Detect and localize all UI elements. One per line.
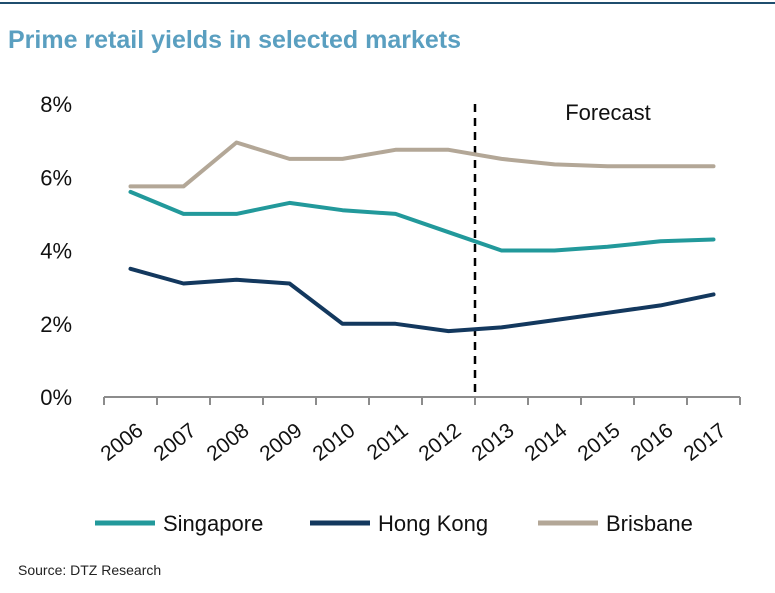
x-tick-label: 2009 (256, 419, 307, 466)
x-tick-label: 2006 (97, 419, 148, 466)
y-tick-label: 2% (40, 312, 72, 337)
series-line-hong-kong (128, 266, 716, 334)
source-note: Source: DTZ Research (18, 562, 162, 578)
forecast-label: Forecast (565, 100, 651, 125)
x-tick-label: 2011 (363, 419, 413, 465)
series-line-brisbane (128, 140, 716, 189)
y-tick-label: 8% (40, 92, 72, 117)
x-tick-label: 2014 (521, 419, 572, 466)
x-tick-label: 2017 (680, 419, 731, 466)
legend: Singapore Hong Kong Brisbane (95, 511, 693, 536)
y-tick-label: 6% (40, 165, 72, 190)
x-tick-label: 2012 (415, 419, 466, 466)
chart-title: Prime retail yields in selected markets (8, 26, 462, 54)
x-tick-label: 2008 (203, 419, 254, 466)
y-tick-label: 4% (40, 239, 72, 264)
axes-group: 0%2%4%6%8%2006 2007 2008 2009 2010 2011 2012 20… (40, 92, 741, 466)
series-lines (128, 140, 716, 334)
legend-label: Singapore (163, 511, 263, 536)
legend-label: Brisbane (606, 511, 693, 536)
x-tick-label: 2010 (309, 419, 360, 466)
x-tick-label: 2016 (627, 419, 678, 466)
x-tick-label: 2007 (150, 419, 201, 466)
y-tick-label: 0% (40, 385, 72, 410)
series-line-singapore (128, 189, 716, 253)
x-tick-label: 2013 (468, 419, 519, 466)
x-tick-label: 2015 (574, 419, 625, 466)
legend-label: Hong Kong (378, 511, 488, 536)
top-rule (0, 2, 775, 4)
